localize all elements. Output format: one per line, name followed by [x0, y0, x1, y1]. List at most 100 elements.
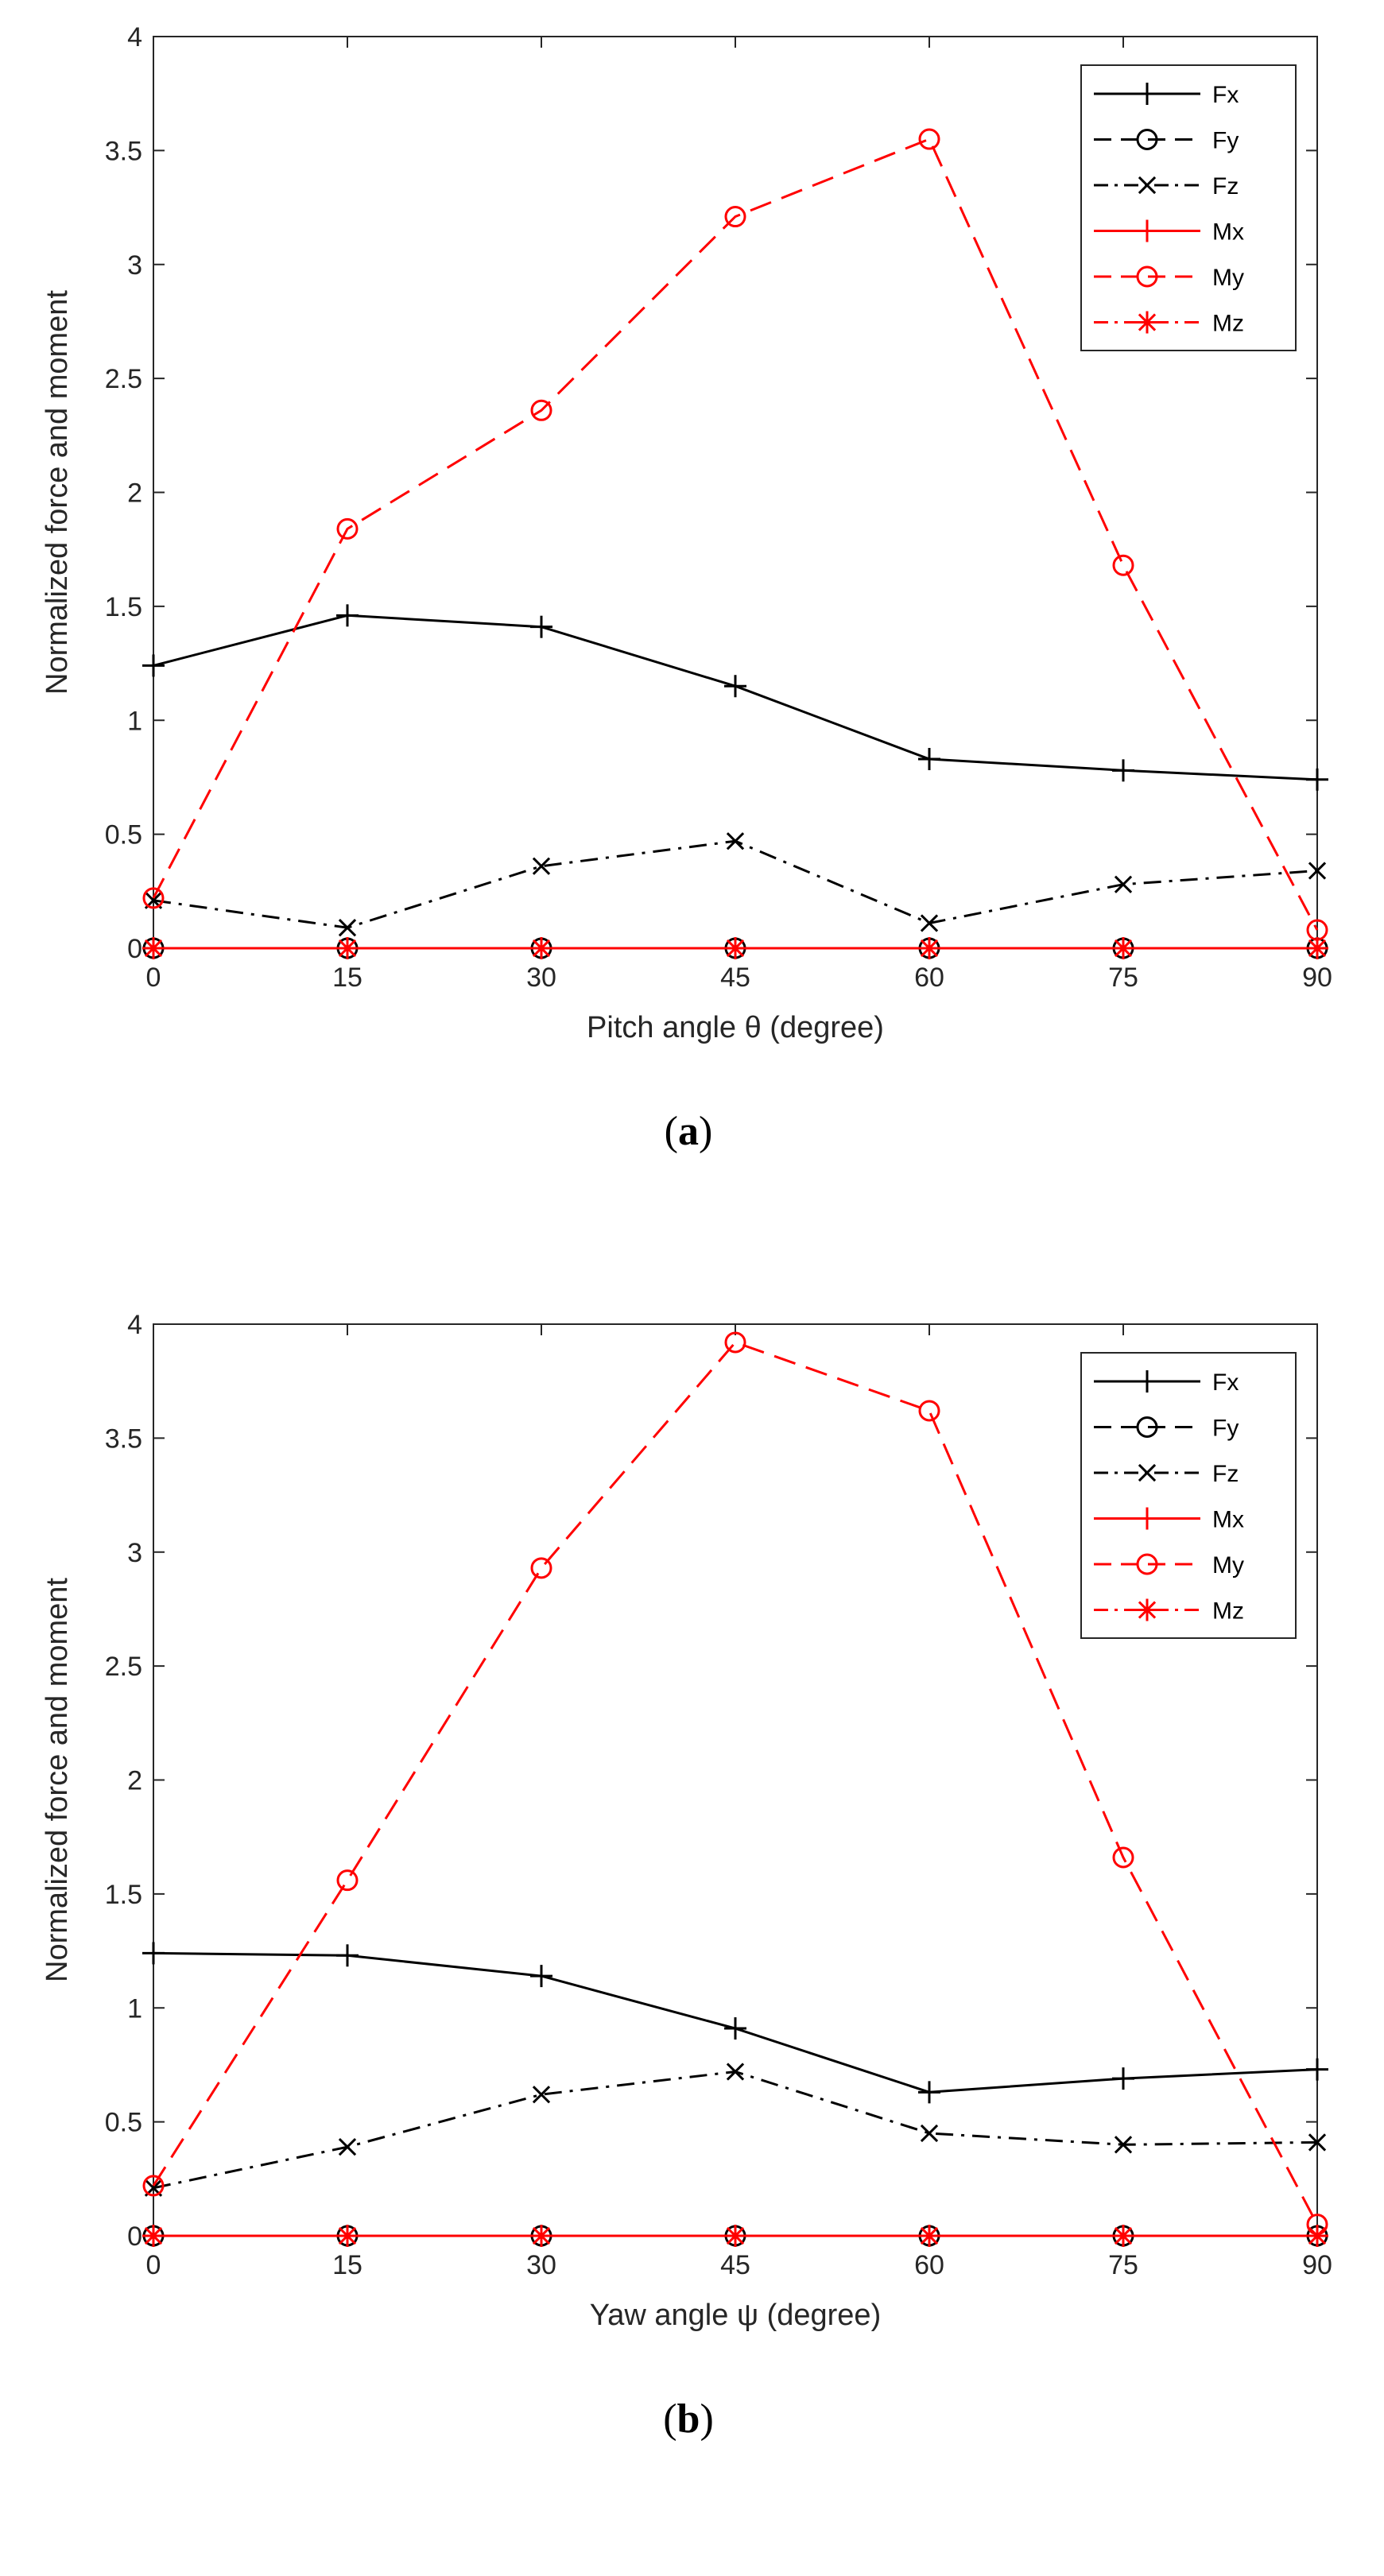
point-Mz: [1306, 937, 1328, 959]
point-My: [1112, 554, 1134, 576]
y-tick-label: 1.5: [105, 592, 142, 622]
series-line-My: [152, 1341, 1319, 2225]
x-tick-label: 30: [526, 963, 556, 993]
legend-entry-My: My: [1212, 1552, 1244, 1579]
point-Fx: [142, 654, 165, 677]
y-tick-label: 2: [127, 478, 142, 509]
point-Fz: [1114, 2136, 1133, 2154]
legend-marker-Mz: [1136, 311, 1158, 334]
point-Mz: [336, 2225, 359, 2247]
point-Fx: [724, 2017, 746, 2040]
y-tick-label: 0.5: [105, 820, 142, 850]
chart-panel-b: 0 15 30 45 60 75 90 0 0.5 1 1.5 2 2.5 3 3.5 4 Yaw angle …: [41, 1310, 1332, 2442]
x-tick-label: 75: [1108, 963, 1138, 993]
point-Fz: [920, 2124, 939, 2143]
legend-entry-Fz: Fz: [1212, 1461, 1239, 1487]
legend-marker-Mx: [1136, 1507, 1158, 1530]
point-Fz: [338, 2138, 357, 2156]
legend-entry-Fz: Fz: [1212, 173, 1239, 199]
point-My: [918, 1400, 940, 1422]
y-tick-label: 4: [127, 1310, 142, 1340]
point-Fx: [530, 1965, 552, 1988]
y-axis-label: Normalized force and moment: [41, 1578, 74, 1982]
point-Mz: [1112, 937, 1134, 959]
x-tick-label: 0: [146, 2250, 161, 2280]
point-Mz: [1112, 2225, 1134, 2247]
point-Fz: [726, 2063, 745, 2081]
y-tick-label: 4: [127, 22, 142, 52]
y-tick-label: 3.5: [105, 1424, 142, 1454]
legend-marker-Mz: [1136, 1598, 1158, 1621]
legend-entry-My: My: [1212, 265, 1244, 291]
x-tick-label: 0: [146, 963, 161, 993]
panel-label: (a): [665, 1109, 713, 1154]
y-tick-label: 2: [127, 1766, 142, 1796]
point-Mz: [724, 2225, 746, 2247]
y-tick-label: 3.5: [105, 136, 142, 166]
point-My: [918, 128, 940, 150]
legend-marker-Fz: [1138, 1463, 1157, 1482]
x-tick-label: 15: [332, 2250, 362, 2280]
series-Fx: [142, 1942, 1328, 2104]
chart-panel-a: 0 15 30 45 60 75 90 0 0.5 1 1.5 2 2.5 3 3.5 4 Pitch angl…: [41, 22, 1332, 1154]
y-tick-label: 0: [127, 934, 142, 964]
y-tick-label: 3: [127, 1538, 142, 1568]
legend-entry-Mz: Mz: [1212, 1598, 1244, 1625]
point-Fz: [532, 857, 551, 875]
point-Fx: [1112, 2067, 1134, 2090]
point-Mz: [142, 937, 165, 959]
legend: Fx Fy Fz Mx My Mz: [1080, 64, 1297, 351]
series-line-My: [152, 138, 1319, 931]
legend-entry-Mx: Mx: [1212, 1507, 1244, 1533]
panel-letter: a: [678, 1109, 699, 1154]
legend-marker-Fy: [1136, 1416, 1158, 1438]
x-tick-label: 60: [914, 2250, 944, 2280]
y-tick-label: 0.5: [105, 2108, 142, 2138]
point-Fz: [1308, 862, 1327, 880]
point-My: [530, 1557, 552, 1579]
x-tick-label: 60: [914, 963, 944, 993]
point-Fx: [530, 615, 552, 638]
point-My: [142, 887, 165, 909]
y-tick-label: 1.5: [105, 1880, 142, 1910]
legend: Fx Fy Fz Mx My Mz: [1080, 1352, 1297, 1639]
series-My: [142, 1331, 1328, 2236]
y-tick-label: 0: [127, 2222, 142, 2252]
x-tick-label: 90: [1302, 2250, 1332, 2280]
legend-entry-Fx: Fx: [1212, 1369, 1239, 1396]
point-Fz: [532, 2086, 551, 2104]
point-Fx: [336, 604, 359, 627]
x-tick-label: 45: [720, 2250, 750, 2280]
point-Fz: [338, 919, 357, 937]
legend-marker-Fy: [1136, 129, 1158, 150]
point-My: [336, 517, 359, 540]
point-My: [724, 206, 746, 228]
point-My: [530, 399, 552, 421]
x-tick-label: 45: [720, 963, 750, 993]
legend-marker-Mx: [1136, 219, 1158, 242]
x-tick-label: 15: [332, 963, 362, 993]
point-Fx: [1306, 2058, 1328, 2081]
x-tick-label: 75: [1108, 2250, 1138, 2280]
point-Fz: [1114, 875, 1133, 893]
point-Mz: [142, 2225, 165, 2247]
series-My: [142, 128, 1328, 941]
series-Mz: [142, 2225, 1328, 2247]
legend-entry-Fx: Fx: [1212, 82, 1239, 108]
point-Fx: [918, 2081, 940, 2104]
point-Fz: [920, 914, 939, 932]
point-Fx: [1112, 759, 1134, 782]
x-axis-label: Yaw angle ψ (degree): [590, 2299, 881, 2332]
y-axis-label: Normalized force and moment: [41, 290, 74, 695]
point-Fx: [724, 675, 746, 698]
point-Mz: [918, 2225, 940, 2247]
point-Fz: [726, 832, 745, 850]
legend-marker-Fx: [1136, 83, 1158, 105]
point-Mz: [1306, 2225, 1328, 2247]
point-My: [1112, 1846, 1134, 1869]
legend-marker-Fx: [1136, 1370, 1158, 1393]
x-tick-label: 30: [526, 2250, 556, 2280]
legend-entry-Fy: Fy: [1212, 1416, 1239, 1442]
y-tick-label: 2.5: [105, 1652, 142, 1682]
point-Fx: [142, 1942, 165, 1965]
